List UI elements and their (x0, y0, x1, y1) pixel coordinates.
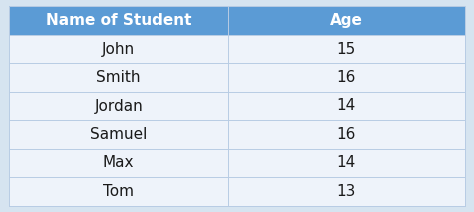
Text: 16: 16 (337, 127, 356, 142)
Text: Smith: Smith (96, 70, 141, 85)
Text: 15: 15 (337, 42, 356, 57)
Text: 14: 14 (337, 99, 356, 113)
Text: 16: 16 (337, 70, 356, 85)
Text: Tom: Tom (103, 184, 134, 199)
Text: 13: 13 (337, 184, 356, 199)
Text: Jordan: Jordan (94, 99, 143, 113)
Text: Max: Max (103, 155, 135, 170)
Text: Age: Age (330, 13, 363, 28)
Text: Name of Student: Name of Student (46, 13, 191, 28)
Text: 14: 14 (337, 155, 356, 170)
Text: John: John (102, 42, 135, 57)
Text: Samuel: Samuel (90, 127, 147, 142)
